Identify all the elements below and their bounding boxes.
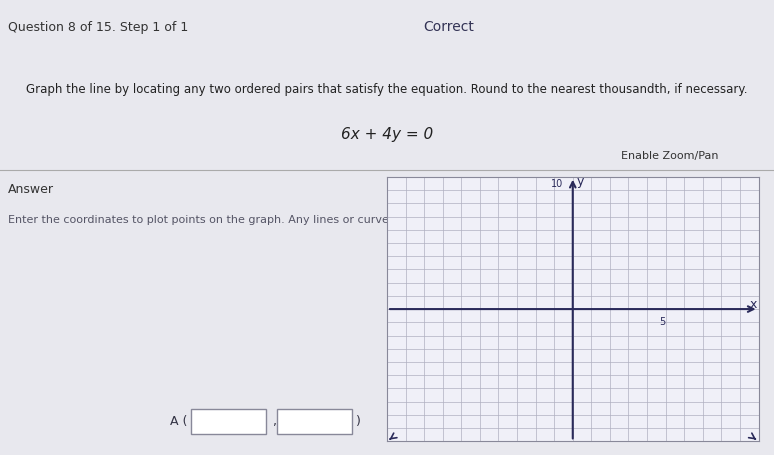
Text: y: y [577,175,584,188]
Text: Question 8 of 15. Step 1 of 1: Question 8 of 15. Step 1 of 1 [8,21,188,34]
Text: Enter the coordinates to plot points on the graph. Any lines or curves will be d: Enter the coordinates to plot points on … [8,215,676,225]
Text: Graph the line by locating any two ordered pairs that satisfy the equation. Roun: Graph the line by locating any two order… [26,83,748,96]
FancyBboxPatch shape [277,409,352,434]
Text: Enable Zoom/Pan: Enable Zoom/Pan [621,151,718,161]
Text: Correct: Correct [423,20,474,34]
Text: 5: 5 [659,316,665,326]
Text: ,: , [269,415,276,427]
Text: 6x + 4y = 0: 6x + 4y = 0 [341,126,433,142]
Text: x: x [749,298,757,311]
Text: ): ) [352,415,361,427]
Text: A (: A ( [170,415,187,427]
Text: 10: 10 [551,179,563,189]
Text: Answer: Answer [8,183,53,196]
FancyBboxPatch shape [191,409,266,434]
